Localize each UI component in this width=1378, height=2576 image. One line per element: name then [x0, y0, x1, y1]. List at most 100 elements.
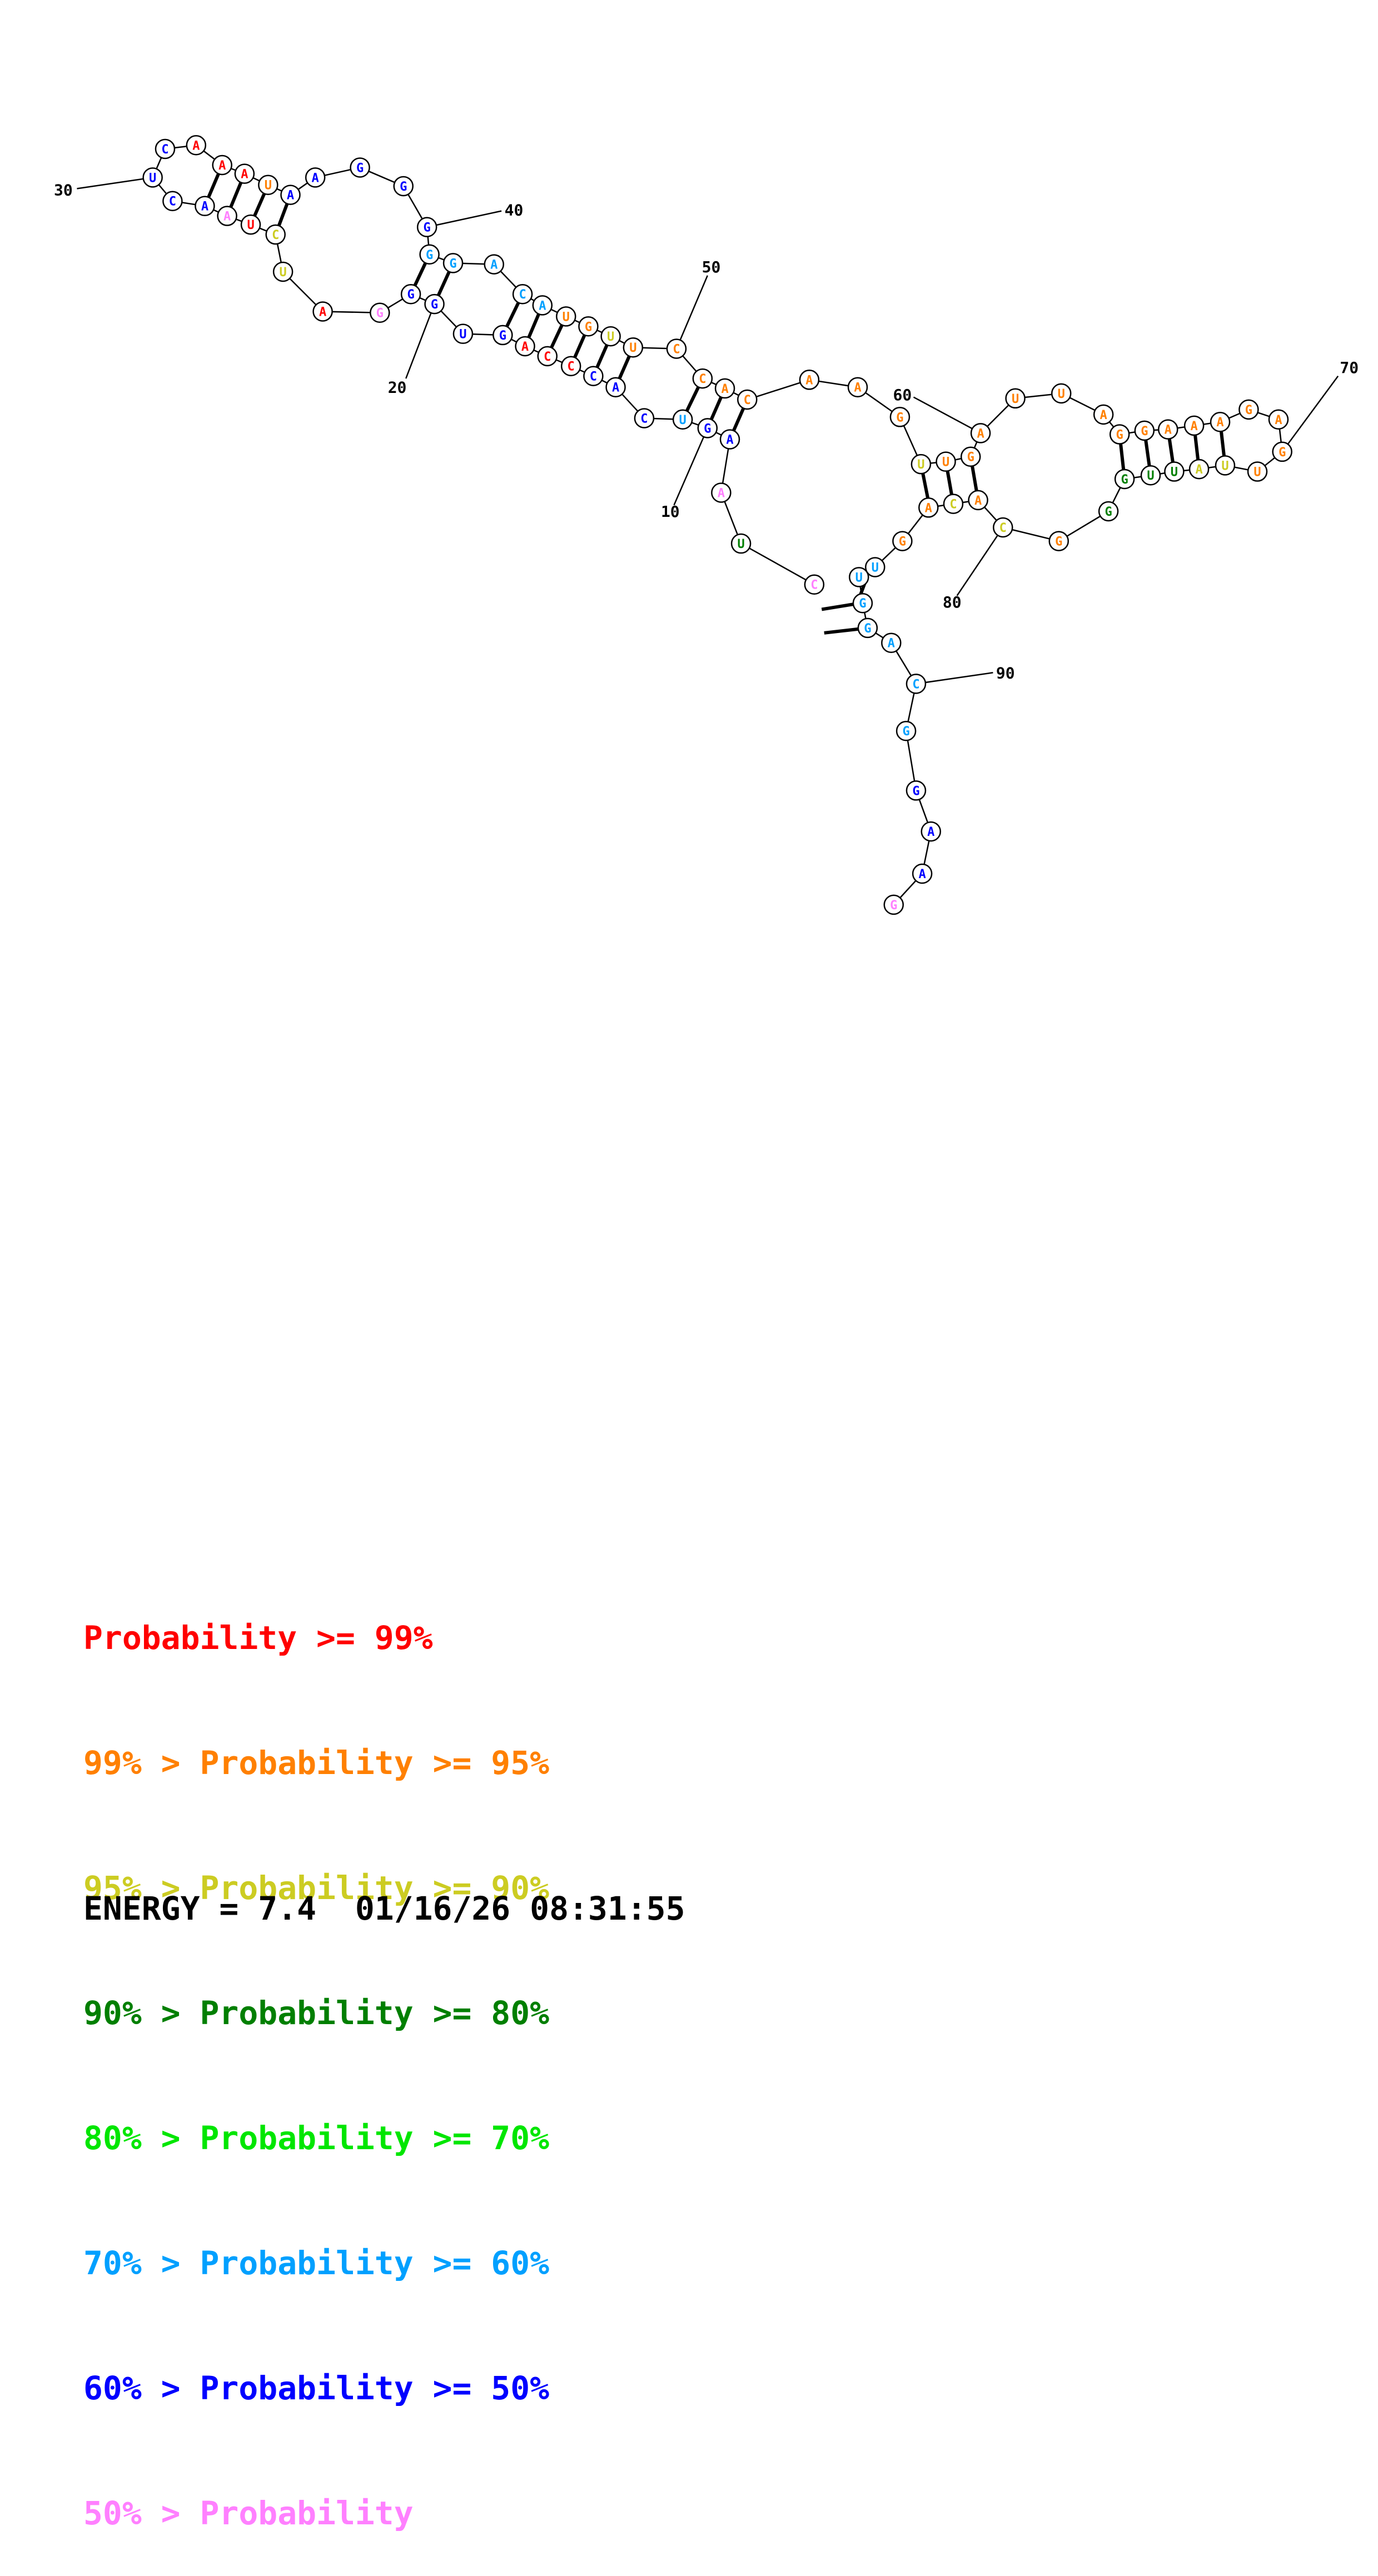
- nucleotide-letter: U: [247, 218, 254, 232]
- timestamp: 01/16/26 08:31:55: [355, 1890, 685, 1927]
- nucleotide-letter: U: [1012, 392, 1019, 406]
- legend-text: Probability >= 90%: [200, 1869, 550, 1907]
- nucleotide: G: [493, 325, 513, 346]
- nucleotide-circle: [852, 592, 873, 614]
- nucleotide-circle: [1210, 411, 1231, 432]
- nucleotide-circle: [912, 863, 933, 884]
- nucleotide-letter: U: [1221, 459, 1228, 473]
- nucleotide-circle: [272, 261, 293, 282]
- nucleotide-circle: [532, 295, 553, 316]
- nucleotide-circle: [883, 894, 904, 915]
- nucleotide: A: [605, 377, 626, 397]
- nucleotide-letter: U: [679, 413, 686, 427]
- nucleotide: U: [555, 306, 576, 327]
- nucleotide: U: [1051, 383, 1072, 404]
- nucleotide: G: [370, 302, 390, 323]
- position-label: 50: [702, 258, 721, 276]
- nucleotide: A: [711, 482, 732, 503]
- nucleotide-circle: [605, 377, 626, 397]
- position-tick: [956, 527, 1004, 596]
- nucleotide-circle: [442, 253, 464, 273]
- nucleotide: A: [280, 185, 301, 205]
- nucleotide-letter: C: [673, 342, 680, 356]
- nucleotide-circle: [936, 451, 956, 472]
- nucleotide-letter: A: [927, 825, 934, 839]
- nucleotide: A: [234, 163, 255, 184]
- position-tick: [916, 672, 993, 685]
- nucleotide-letter: A: [925, 501, 932, 515]
- nucleotide-letter: A: [241, 168, 248, 182]
- legend-line: 50% > Probability: [83, 2493, 549, 2534]
- nucleotide-circle: [240, 214, 261, 235]
- nucleotide-circle: [892, 531, 913, 551]
- nucleotide-letter: G: [407, 288, 414, 302]
- nucleotide: U: [1140, 465, 1161, 486]
- nucleotide: G: [857, 617, 878, 639]
- nucleotide-letter: A: [1191, 420, 1198, 434]
- nucleotide: G: [697, 418, 718, 439]
- nucleotide-circle: [943, 494, 964, 514]
- position-tick: [673, 427, 708, 506]
- nucleotide-letter: A: [1100, 408, 1107, 422]
- nucleotide-circle: [1140, 465, 1161, 486]
- nucleotide-letter: A: [888, 637, 895, 651]
- nucleotide-letter: C: [640, 412, 648, 426]
- nucleotide: G: [1134, 420, 1155, 441]
- legend-text: Probability >= 95%: [200, 1744, 550, 1782]
- nucleotide-circle: [1272, 441, 1292, 462]
- nucleotide: A: [1210, 411, 1231, 432]
- nucleotide-circle: [1005, 388, 1026, 409]
- nucleotide: U: [672, 409, 693, 430]
- nucleotide-letter: A: [223, 210, 231, 224]
- nucleotide: C: [634, 408, 655, 428]
- nucleotide-letter: C: [744, 393, 751, 407]
- legend-line: 70% > Probability >= 60%: [83, 2243, 549, 2284]
- legend-line: 99% > Probability >= 95%: [83, 1742, 549, 1784]
- nucleotide-letter: G: [376, 307, 384, 321]
- nucleotide-circle: [400, 283, 421, 305]
- nucleotide-letter: A: [726, 433, 733, 447]
- energy-value: ENERGY = 7.4: [83, 1890, 317, 1927]
- nucleotide-circle: [424, 293, 445, 315]
- nucleotide-letter: U: [1253, 466, 1261, 480]
- nucleotide: A: [515, 336, 535, 357]
- nucleotide: G: [1238, 399, 1259, 420]
- nucleotide-circle: [737, 389, 758, 410]
- nucleotide-circle: [560, 356, 581, 376]
- nucleotide-letter: A: [192, 139, 200, 153]
- nucleotide-circle: [714, 378, 735, 399]
- nucleotide-letter: A: [319, 305, 326, 319]
- nucleotide-circle: [555, 306, 576, 327]
- nucleotide: G: [416, 217, 437, 237]
- position-label: 70: [1340, 358, 1359, 377]
- nucleotide-letter: C: [810, 579, 818, 592]
- position-ticks: 10 20 30 40 50 60 70 80 90: [54, 177, 1359, 685]
- nucleotide: A: [186, 135, 207, 156]
- nucleotide-circle: [1098, 501, 1119, 522]
- nucleotide-letter: G: [902, 725, 909, 739]
- position-tick: [675, 275, 708, 349]
- position-label: 30: [54, 181, 73, 200]
- nucleotide-circle: [155, 138, 176, 160]
- nucleotide: C: [993, 517, 1013, 538]
- nucleotide-circle: [258, 175, 278, 195]
- nucleotide: G: [1098, 501, 1119, 522]
- nucleotide: A: [968, 490, 988, 511]
- nucleotide-circle: [911, 454, 932, 475]
- nucleotide-letter: U: [459, 328, 466, 342]
- nucleotide-letter: G: [449, 257, 456, 271]
- legend-prefix: 95% >: [83, 1869, 200, 1907]
- probability-legend: Probability >= 99% 99% > Probability >= …: [83, 1534, 549, 2576]
- nucleotide-circle: [234, 163, 255, 184]
- nucleotide-letter: U: [1171, 466, 1178, 480]
- legend-text: Probability: [200, 2494, 414, 2532]
- nucleotide-circle: [881, 632, 902, 653]
- nucleotide: G: [960, 446, 981, 467]
- nucleotide-circle: [512, 283, 533, 305]
- legend-prefix: 60% >: [83, 2369, 200, 2407]
- nucleotide-circle: [452, 323, 474, 344]
- nucleotide-circle: [1238, 399, 1259, 420]
- nucleotide-letter: A: [805, 373, 813, 387]
- position-label: 20: [388, 378, 407, 397]
